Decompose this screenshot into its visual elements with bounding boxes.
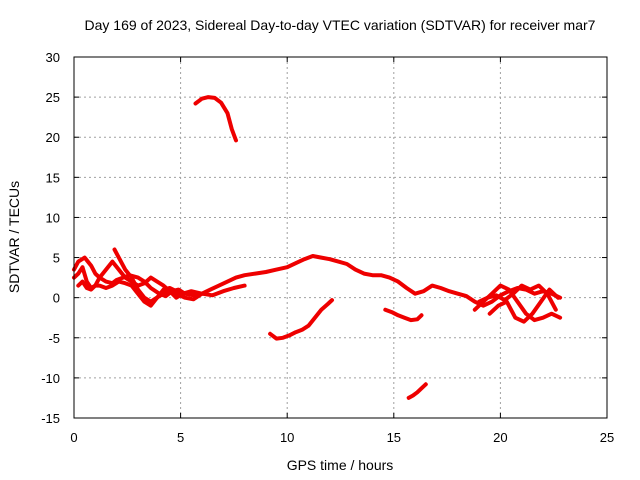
x-tick-label: 25 (600, 430, 614, 445)
x-tick-label: 20 (493, 430, 507, 445)
y-tick-label: 30 (46, 50, 60, 65)
x-tick-label: 10 (280, 430, 294, 445)
y-tick-label: -15 (41, 411, 60, 426)
y-tick-label: 5 (53, 251, 60, 266)
y-tick-label: 10 (46, 210, 60, 225)
series-layer (72, 95, 563, 400)
series-line-track-c (76, 279, 185, 308)
x-axis-label: GPS time / hours (287, 457, 394, 473)
series-line-track-h (406, 382, 428, 400)
series-line-track-g (383, 307, 424, 323)
grid-layer (74, 57, 607, 418)
y-tick-label: 25 (46, 90, 60, 105)
x-tick-label: 0 (70, 430, 77, 445)
series-line-track-f (268, 298, 334, 341)
series-line-track-k (477, 283, 558, 312)
y-tick-label: 0 (53, 291, 60, 306)
y-axis-label: SDTVAR / TECUs (6, 181, 22, 293)
y-tick-label: 20 (46, 130, 60, 145)
y-tick-label: 15 (46, 170, 60, 185)
plot-frame (73, 56, 608, 419)
series-line-track-d (112, 247, 204, 304)
y-tick-label: -5 (48, 331, 60, 346)
x-tick-label: 5 (177, 430, 184, 445)
y-tick-label: -10 (41, 371, 60, 386)
series-line-track-e (193, 95, 238, 143)
x-tick-label: 15 (387, 430, 401, 445)
tick-layer: 0 5 10 15 20 25 -15 -10 -5 0 5 10 15 20 25 30 (41, 50, 614, 445)
chart-title: Day 169 of 2023, Sidereal Day-to-day VTE… (85, 17, 596, 33)
